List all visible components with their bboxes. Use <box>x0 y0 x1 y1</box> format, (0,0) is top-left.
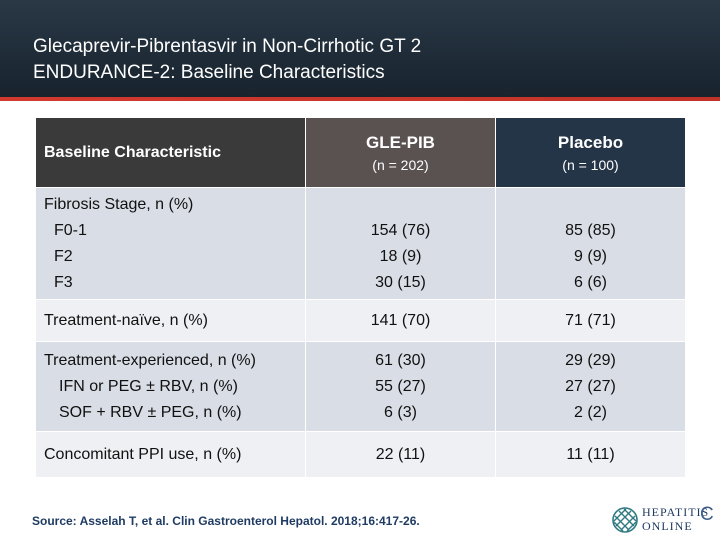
row-sublabel: IFN or PEG ± RBV, n (%) <box>59 377 238 395</box>
title-accent-stripe <box>0 97 720 101</box>
placebo-values: 85 (85) 9 (9) 6 (6) <box>495 187 686 300</box>
table-cell: 18 (9) <box>379 247 422 265</box>
logo-word-1: HEPATITIS <box>642 505 710 519</box>
table-cell: 6 (6) <box>574 273 607 291</box>
gle-pib-values: 154 (76) 18 (9) 30 (15) <box>305 187 496 300</box>
column-header-placebo: Placebo (n = 100) <box>495 117 686 188</box>
baseline-characteristics-table: Baseline Characteristic GLE-PIB (n = 202… <box>35 117 686 478</box>
title-line-2: ENDURANCE-2: Baseline Characteristics <box>33 62 385 83</box>
row-sublabel: SOF + RBV ± PEG, n (%) <box>59 403 242 421</box>
table-cell: 22 (11) <box>305 431 496 478</box>
table-cell: 85 (85) <box>565 221 616 239</box>
table-row-treatment-naive: Treatment-naïve, n (%) 141 (70) 71 (71) <box>35 299 686 342</box>
placebo-values: 29 (29) 27 (27) 2 (2) <box>495 341 686 432</box>
column-header-characteristic: Baseline Characteristic <box>35 117 306 188</box>
table-cell: 61 (30) <box>375 351 426 369</box>
table-cell: 71 (71) <box>495 299 686 342</box>
title-bar: Glecaprevir-Pibrentasvir in Non-Cirrhoti… <box>0 0 720 101</box>
logo-word-2: ONLINE <box>642 519 693 533</box>
table-cell: 11 (11) <box>495 431 686 478</box>
table-cell: 6 (3) <box>384 403 417 421</box>
table-cell: 9 (9) <box>574 247 607 265</box>
group-name: GLE-PIB <box>366 132 435 152</box>
table-row-fibrosis: Fibrosis Stage, n (%) F0-1 F2 F3 154 (76… <box>35 187 686 300</box>
title-line-1: Glecaprevir-Pibrentasvir in Non-Cirrhoti… <box>33 36 422 57</box>
group-n: (n = 202) <box>372 156 429 173</box>
column-header-gle-pib: GLE-PIB (n = 202) <box>305 117 496 188</box>
logo-letter: C <box>700 504 714 525</box>
table-cell: 55 (27) <box>375 377 426 395</box>
row-label-main: Treatment-experienced, n (%) <box>44 351 256 369</box>
source-citation: Source: Asselah T, et al. Clin Gastroent… <box>32 514 420 528</box>
row-sublabel: F0-1 <box>54 221 87 239</box>
slide-title: Glecaprevir-Pibrentasvir in Non-Cirrhoti… <box>33 34 421 86</box>
row-label-main: Fibrosis Stage, n (%) <box>44 195 194 213</box>
table-cell: 29 (29) <box>565 351 616 369</box>
table-row-treatment-experienced: Treatment-experienced, n (%) IFN or PEG … <box>35 341 686 432</box>
table-cell: 27 (27) <box>565 377 616 395</box>
group-name: Placebo <box>557 132 624 152</box>
row-sublabel: F2 <box>54 247 73 265</box>
table-cell: 154 (76) <box>370 221 431 239</box>
table-cell: 30 (15) <box>375 273 426 291</box>
row-sublabel: F3 <box>54 273 73 291</box>
row-label: Fibrosis Stage, n (%) F0-1 F2 F3 <box>35 187 306 300</box>
gle-pib-values: 61 (30) 55 (27) 6 (3) <box>305 341 496 432</box>
table-row-ppi-use: Concomitant PPI use, n (%) 22 (11) 11 (1… <box>35 431 686 478</box>
table-cell: 2 (2) <box>574 403 607 421</box>
table-header-row: Baseline Characteristic GLE-PIB (n = 202… <box>35 117 686 188</box>
row-label: Treatment-naïve, n (%) <box>35 299 306 342</box>
row-label: Treatment-experienced, n (%) IFN or PEG … <box>35 341 306 432</box>
row-label: Concomitant PPI use, n (%) <box>35 431 306 478</box>
logo-mark-icon <box>612 507 638 533</box>
table-cell: 141 (70) <box>305 299 496 342</box>
hepatitis-c-online-logo: HEPATITIS ONLINE C <box>612 504 716 535</box>
group-n: (n = 100) <box>562 156 619 173</box>
